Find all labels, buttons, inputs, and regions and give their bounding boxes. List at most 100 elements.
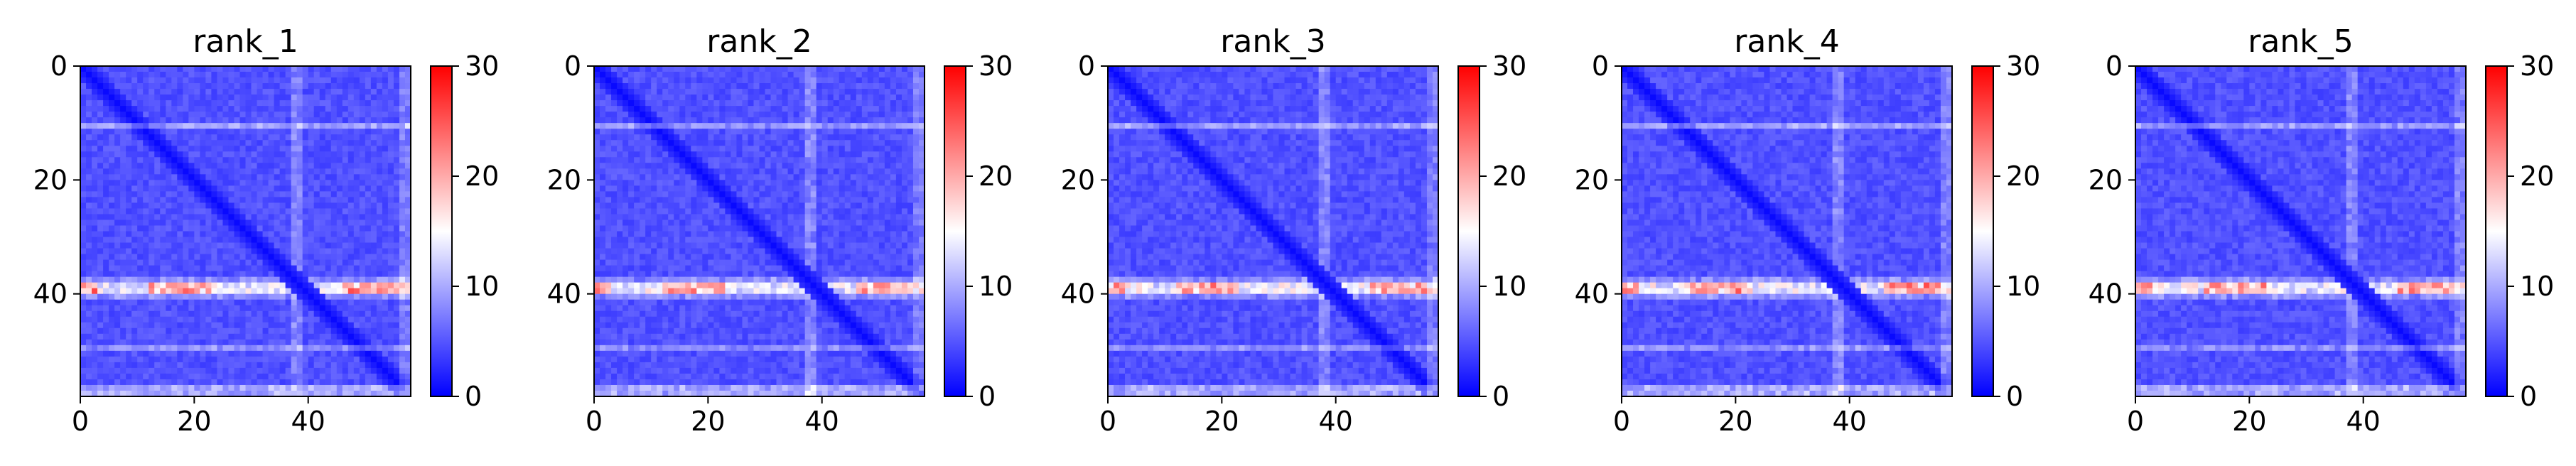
heatmap-cell	[222, 185, 230, 192]
heatmap-cell	[239, 305, 247, 312]
heatmap-cell	[183, 72, 189, 78]
heatmap-cell	[816, 94, 823, 101]
heatmap-cell	[399, 151, 406, 158]
heatmap-cell	[200, 129, 206, 135]
heatmap-cell	[611, 117, 618, 124]
heatmap-cell	[296, 66, 303, 72]
heatmap-cell	[765, 77, 772, 84]
heatmap-cell	[319, 191, 326, 197]
heatmap-cell	[177, 220, 183, 227]
heatmap-cell	[821, 83, 829, 90]
heatmap-cell	[257, 254, 264, 261]
heatmap-cell	[137, 208, 144, 215]
heatmap-cell	[239, 112, 247, 118]
heatmap-cell	[365, 254, 372, 261]
heatmap-cell	[92, 185, 98, 192]
heatmap-cell	[861, 174, 868, 180]
heatmap-cell	[347, 106, 355, 112]
heatmap-cell	[257, 185, 264, 192]
heatmap-cell	[821, 66, 829, 72]
heatmap-cell	[143, 271, 149, 278]
heatmap-cell	[702, 168, 708, 175]
heatmap-cell	[399, 237, 406, 244]
heatmap-cell	[342, 117, 349, 124]
heatmap-cell	[126, 191, 132, 197]
heatmap-cell	[336, 208, 343, 215]
heatmap-cell	[594, 197, 600, 204]
heatmap-cell	[109, 288, 115, 295]
heatmap-cell	[342, 106, 349, 112]
heatmap-cell	[651, 83, 657, 90]
heatmap-cell	[850, 151, 857, 158]
heatmap-cell	[308, 231, 315, 238]
heatmap-cell	[194, 180, 200, 186]
heatmap-cell	[234, 282, 241, 289]
heatmap-cell	[166, 390, 172, 397]
heatmap-cell	[160, 163, 166, 169]
heatmap-cell	[291, 362, 298, 369]
heatmap-cell	[353, 202, 360, 210]
heatmap-cell	[668, 134, 674, 141]
heatmap-cell	[251, 72, 258, 78]
heatmap-cell	[890, 89, 897, 95]
heatmap-cell	[274, 362, 281, 369]
heatmap-cell	[143, 350, 149, 357]
heatmap-cell	[319, 362, 326, 369]
heatmap-cell	[291, 316, 298, 323]
heatmap-cell	[149, 180, 155, 186]
heatmap-cell	[103, 237, 109, 244]
heatmap-cell	[399, 339, 406, 346]
heatmap-cell	[895, 129, 902, 135]
heatmap-cell	[685, 191, 691, 197]
heatmap-cell	[827, 157, 834, 163]
heatmap-cell	[285, 163, 292, 169]
heatmap-cell	[884, 129, 891, 135]
heatmap-cell	[285, 350, 292, 357]
heatmap-cell	[114, 214, 121, 221]
heatmap-cell	[194, 100, 200, 107]
heatmap-cell	[143, 140, 149, 146]
heatmap-cell	[234, 271, 241, 278]
heatmap-cell	[753, 202, 760, 210]
heatmap-cell	[86, 89, 92, 95]
heatmap-cell	[713, 89, 720, 95]
heatmap-cell	[217, 362, 224, 369]
heatmap-cell	[274, 220, 281, 227]
heatmap-cell	[183, 271, 189, 278]
heatmap-cell	[850, 89, 857, 95]
heatmap-cell	[217, 83, 224, 90]
heatmap-cell	[143, 202, 149, 210]
heatmap-cell	[114, 197, 121, 204]
heatmap-cell	[251, 316, 258, 323]
heatmap-cell	[600, 146, 606, 152]
heatmap-cell	[200, 231, 206, 238]
heatmap-cell	[313, 248, 320, 255]
heatmap-cell	[319, 310, 326, 318]
heatmap-cell	[154, 134, 161, 141]
heatmap-cell	[399, 310, 406, 318]
heatmap-cell	[92, 390, 98, 397]
heatmap-cell	[239, 333, 247, 340]
heatmap-cell	[404, 185, 411, 192]
heatmap-cell	[336, 134, 343, 141]
heatmap-cell	[313, 237, 320, 244]
heatmap-cell	[222, 362, 230, 369]
heatmap-cell	[97, 174, 104, 180]
heatmap-cell	[634, 197, 640, 204]
heatmap-cell	[137, 89, 144, 95]
heatmap-cell	[285, 384, 292, 391]
heatmap-cell	[748, 151, 755, 158]
heatmap-cell	[291, 180, 298, 186]
heatmap-cell	[873, 89, 880, 95]
heatmap-cell	[736, 151, 743, 158]
heatmap-cell	[782, 66, 789, 72]
heatmap-cell	[296, 271, 303, 278]
heatmap-cell	[239, 339, 247, 346]
heatmap-cell	[205, 197, 212, 204]
heatmap-cell	[912, 140, 920, 146]
heatmap-cell	[611, 77, 618, 84]
heatmap-cell	[719, 208, 726, 215]
heatmap-cell	[114, 100, 121, 107]
heatmap-cell	[810, 157, 817, 163]
heatmap-cell	[302, 390, 309, 397]
